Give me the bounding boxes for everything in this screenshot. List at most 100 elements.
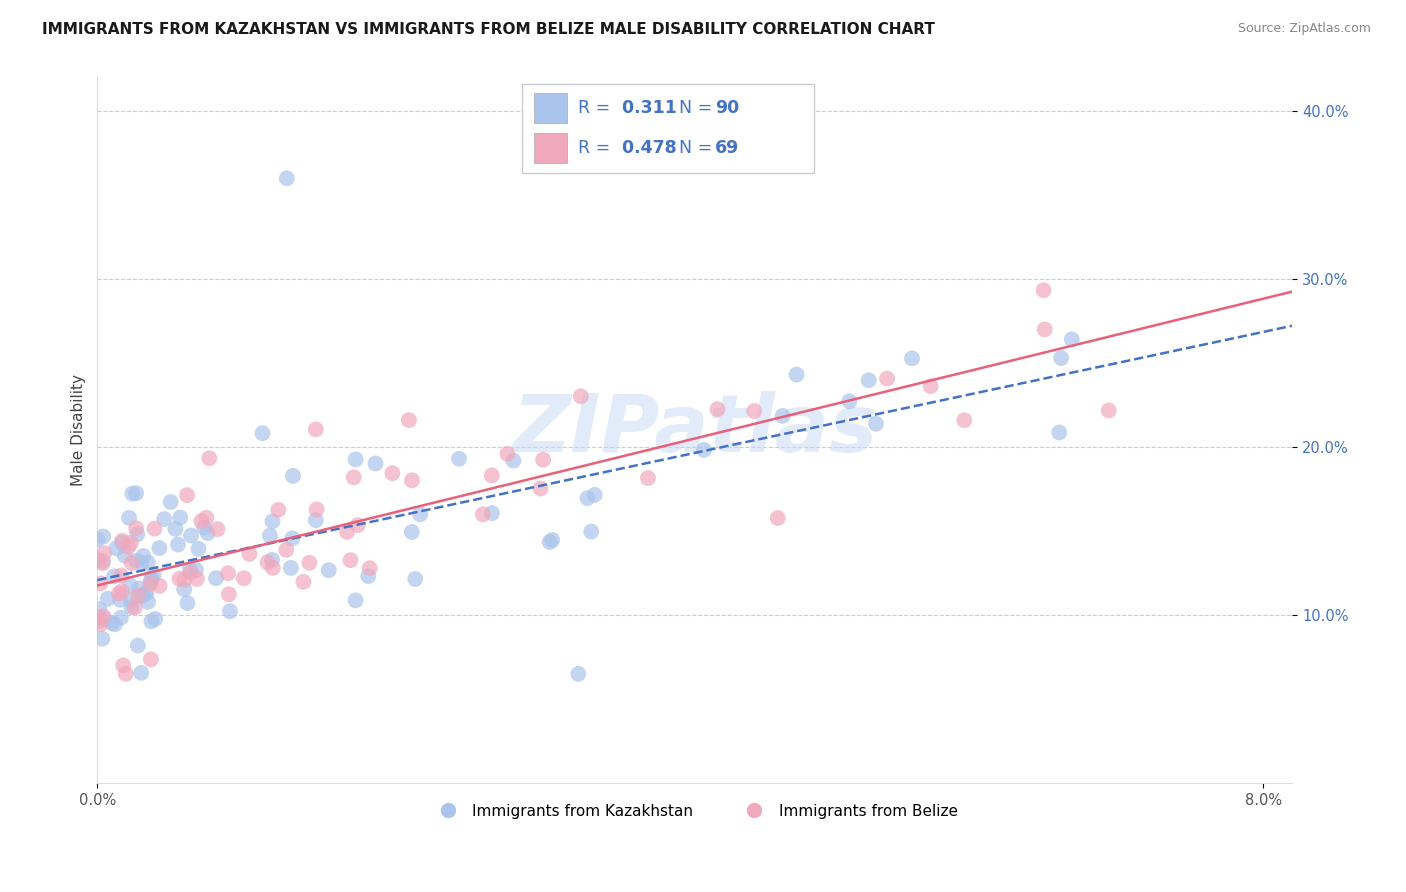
Point [219, 604, 242, 618]
Point [127, 639, 149, 653]
Point [876, 371, 898, 385]
Point [262, 553, 284, 567]
Point [112, 658, 135, 673]
Point [280, 561, 302, 575]
Point [583, 488, 606, 502]
Point [262, 561, 284, 575]
Point [111, 533, 134, 548]
Point [858, 373, 880, 387]
Point [179, 563, 201, 577]
Text: R =: R = [578, 99, 616, 117]
Point [197, 526, 219, 541]
Y-axis label: Male Disability: Male Disability [72, 375, 86, 486]
Point [232, 571, 254, 585]
Point [86, 533, 108, 547]
Point [276, 542, 298, 557]
Point [298, 556, 321, 570]
Point [364, 457, 387, 471]
Text: IMMIGRANTS FROM KAZAKHSTAN VS IMMIGRANTS FROM BELIZE MALE DISABILITY CORRELATION: IMMIGRANTS FROM KAZAKHSTAN VS IMMIGRANTS… [42, 22, 935, 37]
Point [110, 611, 132, 625]
Point [336, 524, 359, 539]
Point [87, 615, 110, 629]
Point [381, 466, 404, 480]
Point [344, 452, 367, 467]
Point [86, 610, 108, 624]
Point [901, 351, 924, 366]
Point [281, 469, 304, 483]
Point [108, 587, 131, 601]
Point [693, 442, 716, 457]
Point [91, 632, 114, 646]
Point [865, 417, 887, 431]
Point [292, 574, 315, 589]
Text: N =: N = [679, 139, 718, 157]
Point [742, 404, 765, 418]
Point [218, 587, 240, 601]
Point [176, 596, 198, 610]
Point [447, 451, 470, 466]
Point [121, 486, 143, 500]
Point [502, 453, 524, 467]
Point [838, 394, 860, 409]
Point [111, 536, 134, 550]
Point [167, 537, 190, 551]
Point [135, 586, 157, 600]
Point [180, 566, 202, 580]
Point [121, 556, 143, 570]
Point [141, 615, 163, 629]
Point [471, 508, 494, 522]
Point [120, 579, 142, 593]
Point [127, 589, 149, 603]
Point [91, 529, 114, 543]
Point [114, 549, 136, 563]
Point [173, 582, 195, 597]
Point [128, 582, 150, 596]
Point [252, 426, 274, 441]
Point [118, 511, 141, 525]
Point [91, 554, 114, 568]
Point [481, 506, 503, 520]
Point [149, 579, 172, 593]
Point [108, 592, 131, 607]
Point [706, 402, 728, 417]
Point [276, 171, 298, 186]
Point [186, 572, 208, 586]
Point [529, 482, 551, 496]
Point [91, 609, 114, 624]
Point [576, 491, 599, 505]
Point [184, 563, 207, 577]
Point [169, 572, 191, 586]
Point [89, 617, 111, 632]
Point [136, 556, 159, 570]
Point [262, 514, 284, 528]
Point [143, 612, 166, 626]
Point [238, 547, 260, 561]
Text: Source: ZipAtlas.com: Source: ZipAtlas.com [1237, 22, 1371, 36]
Point [305, 502, 328, 516]
Point [153, 512, 176, 526]
Point [281, 532, 304, 546]
Legend: Immigrants from Kazakhstan, Immigrants from Belize: Immigrants from Kazakhstan, Immigrants f… [426, 797, 963, 825]
Point [1033, 322, 1056, 336]
Point [569, 389, 592, 403]
Point [129, 556, 152, 570]
Point [173, 573, 195, 587]
Point [180, 528, 202, 542]
Point [1047, 425, 1070, 440]
Point [125, 521, 148, 535]
Point [176, 488, 198, 502]
Point [139, 576, 162, 591]
Text: 69: 69 [716, 139, 740, 157]
Point [305, 513, 328, 527]
Point [786, 368, 808, 382]
Point [637, 471, 659, 485]
Point [339, 553, 361, 567]
Point [187, 541, 209, 556]
Point [169, 510, 191, 524]
Point [318, 563, 340, 577]
Point [120, 536, 142, 550]
Point [259, 528, 281, 542]
Point [481, 468, 503, 483]
Point [104, 617, 127, 632]
Text: 0.311: 0.311 [616, 99, 676, 117]
